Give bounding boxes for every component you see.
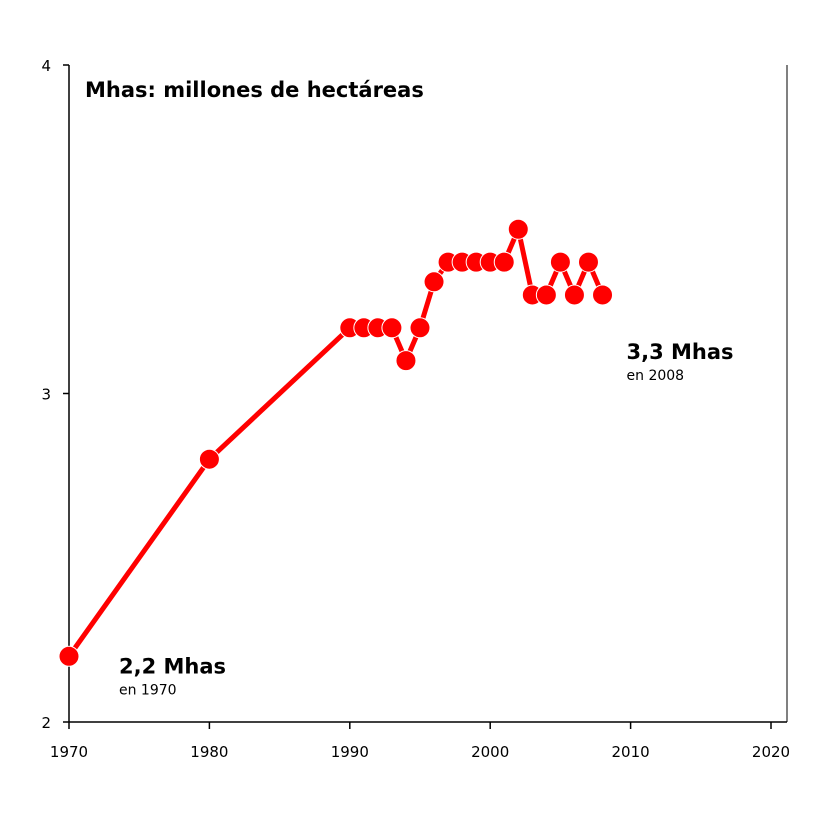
data-point — [381, 317, 403, 339]
annotation-subtext: en 2008 — [627, 368, 685, 384]
data-point — [493, 251, 515, 273]
x-tick-label: 1980 — [190, 743, 228, 761]
data-point — [409, 317, 431, 339]
unit-title: Mhas: millones de hectáreas — [85, 78, 424, 102]
data-point — [563, 284, 585, 306]
x-tick-label: 1990 — [331, 743, 369, 761]
x-tick-label: 2000 — [471, 743, 509, 761]
y-tick-label: 4 — [41, 57, 51, 75]
data-point — [549, 251, 571, 273]
data-point — [395, 350, 417, 372]
annotations: 2,2 Mhas en 1970 3,3 Mhas en 2008 — [119, 340, 734, 698]
data-point — [535, 284, 557, 306]
data-point — [58, 645, 80, 667]
annotation-value: 2,2 Mhas — [119, 654, 226, 678]
x-tick-label: 1970 — [50, 743, 88, 761]
data-point — [423, 271, 445, 293]
y-tick-label: 2 — [41, 714, 51, 732]
data-points — [58, 218, 614, 667]
x-tick-label: 2020 — [752, 743, 790, 761]
data-point — [507, 218, 529, 240]
axis-ticks: 1970 1980 1990 2000 2010 2020 2 3 4 — [41, 57, 790, 761]
data-point — [592, 284, 614, 306]
annotation-subtext: en 1970 — [119, 682, 177, 698]
y-tick-label: 3 — [41, 386, 51, 404]
data-point — [577, 251, 599, 273]
data-point — [198, 448, 220, 470]
annotation-value: 3,3 Mhas — [627, 340, 734, 364]
x-tick-label: 2010 — [612, 743, 650, 761]
